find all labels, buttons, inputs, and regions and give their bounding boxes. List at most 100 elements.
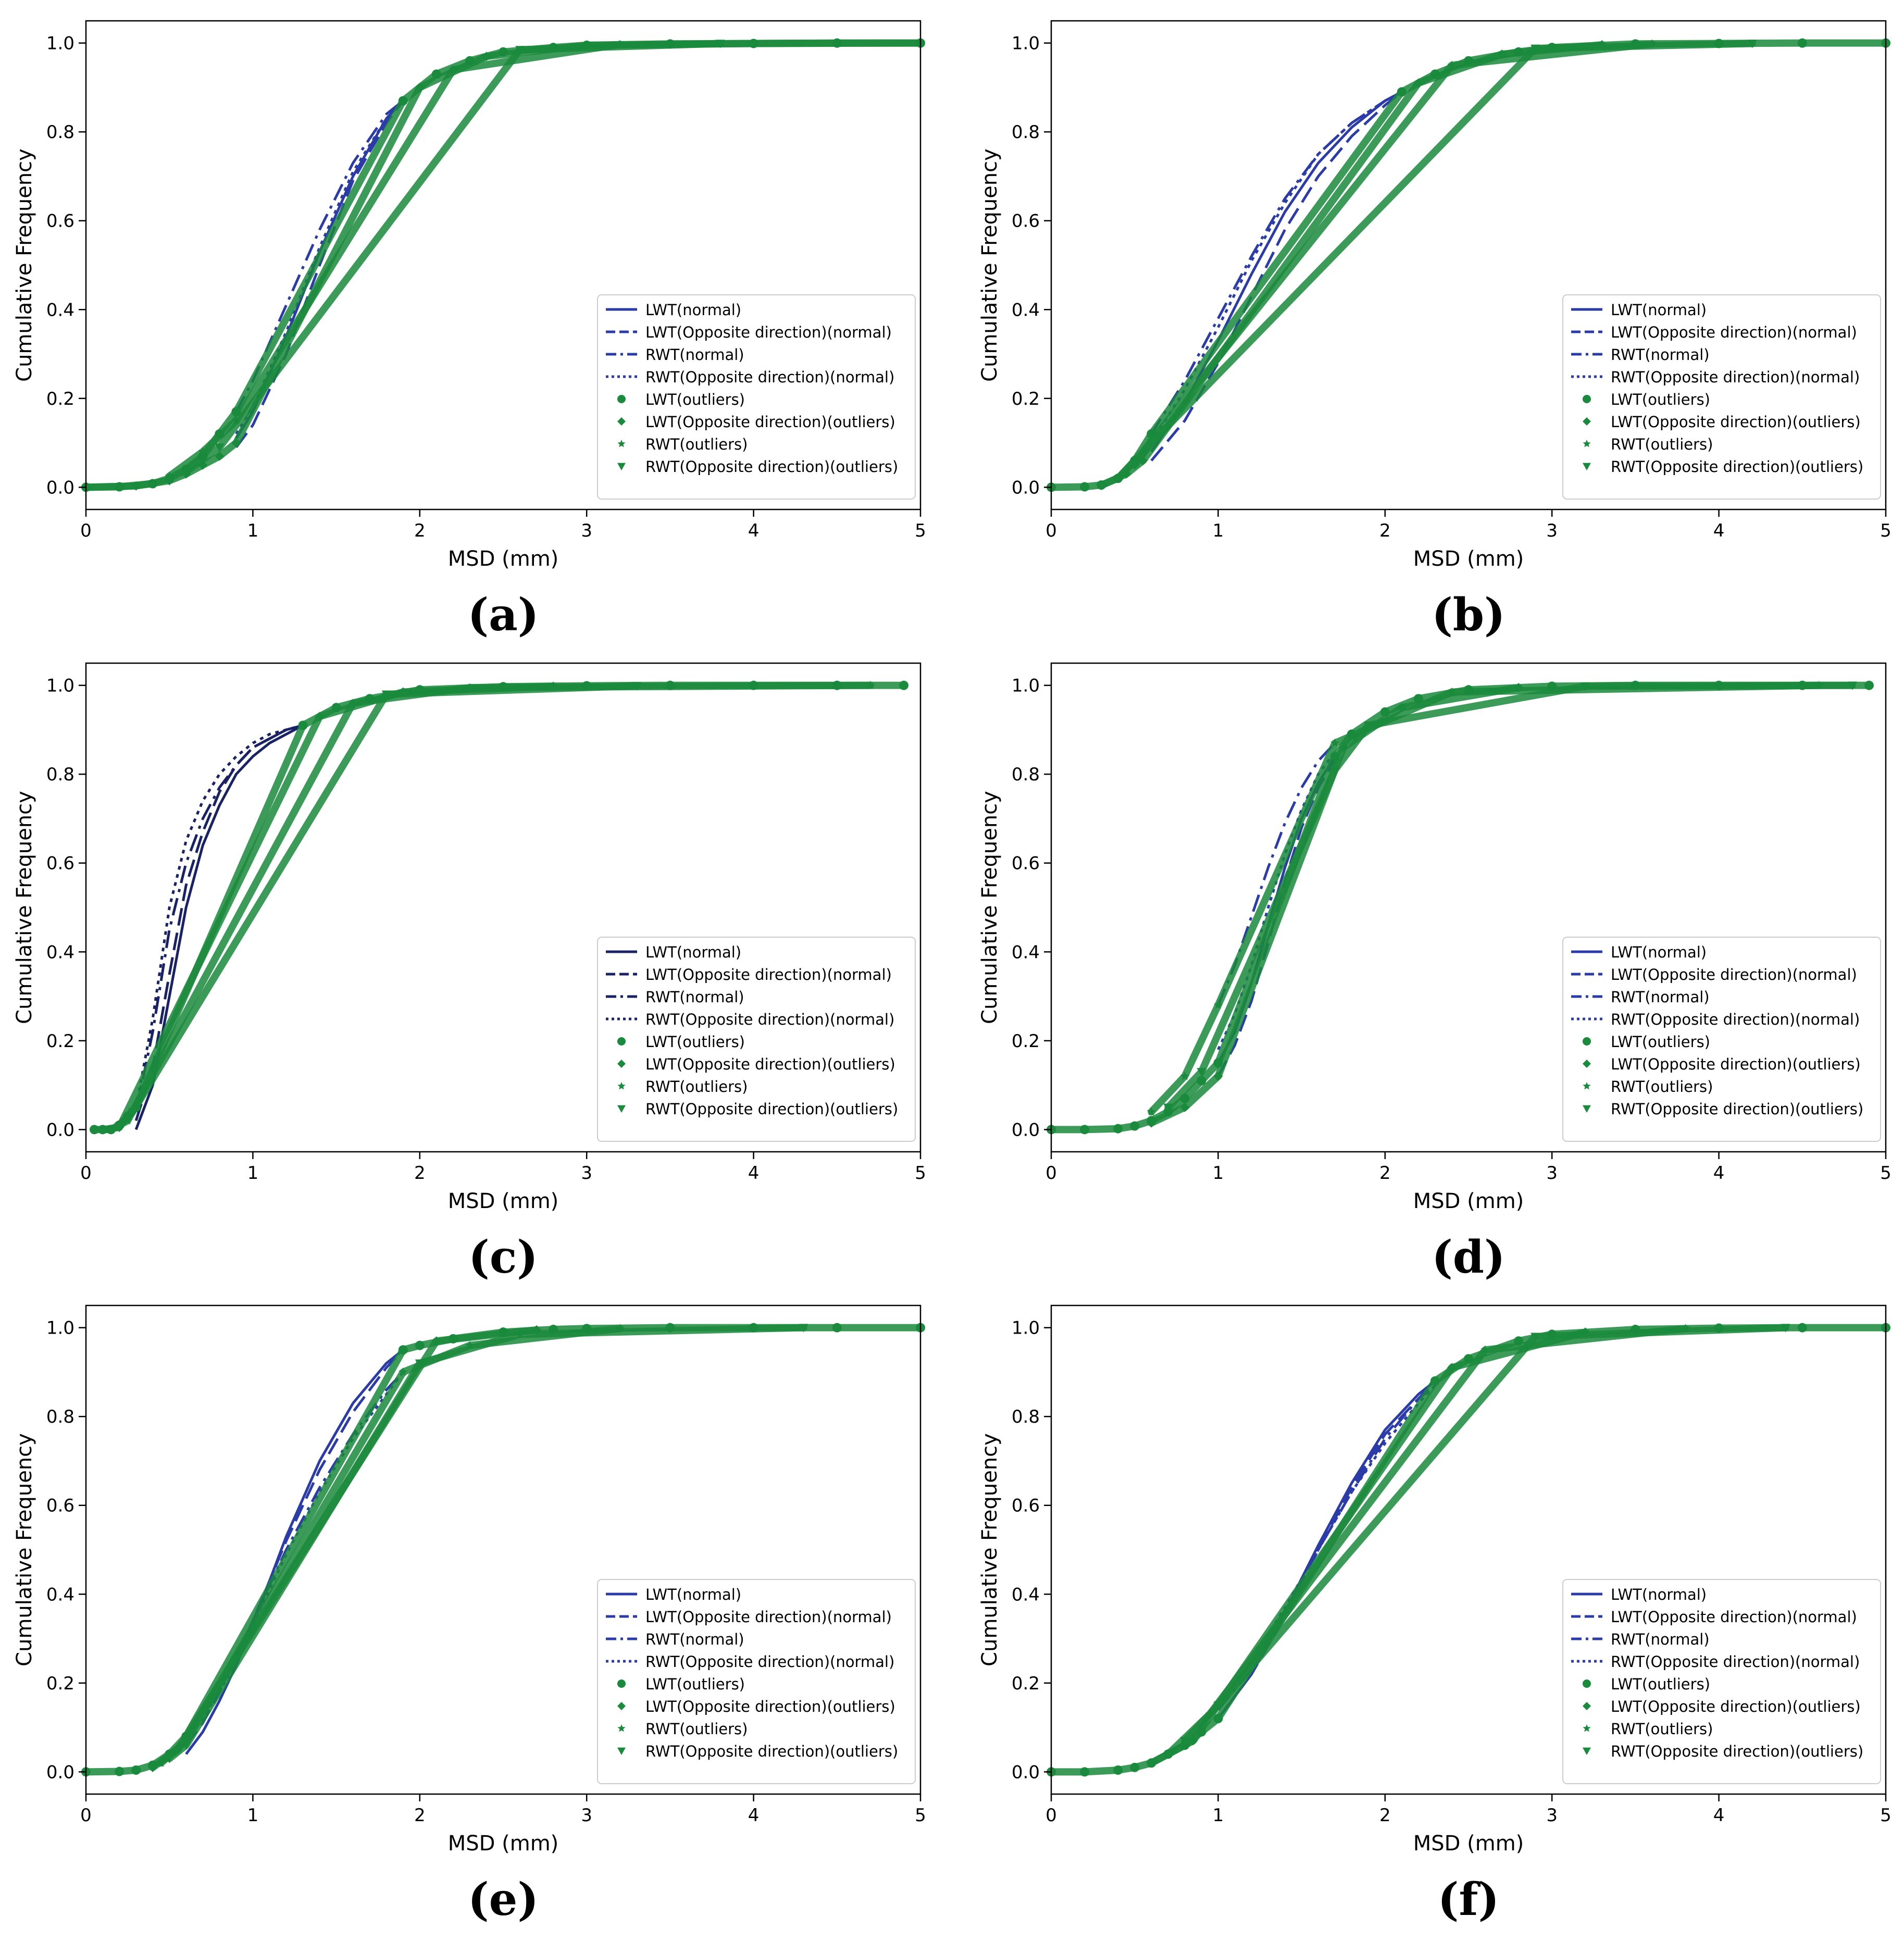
legend-label: LWT(normal) xyxy=(1611,1586,1707,1603)
outlier-point xyxy=(1097,480,1106,490)
outlier-point xyxy=(1080,1767,1090,1777)
axes-frame xyxy=(1050,1304,1887,1795)
legend-label: RWT(outliers) xyxy=(645,1078,748,1096)
x-tick-label: 1 xyxy=(1213,1805,1224,1826)
legend-label: RWT(Opposite direction)(normal) xyxy=(645,368,894,386)
x-axis-label: MSD (mm) xyxy=(448,547,559,571)
y-tick-label: 0.6 xyxy=(46,853,74,874)
legend-marker xyxy=(1583,463,1591,470)
legend-box xyxy=(1562,1579,1881,1784)
x-tick-label: 5 xyxy=(1880,520,1891,541)
outlier-band-6 xyxy=(157,1325,624,1767)
legend-label: LWT(outliers) xyxy=(1611,391,1710,408)
series-line-2 xyxy=(1217,742,1336,1006)
y-tick-label: 0.2 xyxy=(1012,1673,1040,1694)
x-tick-label: 2 xyxy=(1379,520,1391,541)
y-tick-label: 1.0 xyxy=(1012,33,1040,54)
outlier-point xyxy=(1113,1124,1123,1134)
y-tick-label: 0.8 xyxy=(1012,122,1040,143)
legend-label: RWT(Opposite direction)(outliers) xyxy=(1611,458,1863,476)
x-tick-label: 3 xyxy=(1546,1163,1558,1184)
legend: LWT(normal) LWT(Opposite direction)(norma… xyxy=(597,937,916,1142)
outlier-point xyxy=(1480,1345,1490,1354)
axes-frame xyxy=(85,662,922,1153)
y-tick-label: 0.0 xyxy=(46,1762,74,1783)
outlier-point xyxy=(165,1755,175,1763)
legend-label: LWT(normal) xyxy=(1611,301,1707,319)
legend-label: LWT(Opposite direction)(outliers) xyxy=(645,1055,895,1073)
legend-marker xyxy=(1583,395,1591,403)
x-axis-label: MSD (mm) xyxy=(448,1189,559,1213)
y-tick-label: 1.0 xyxy=(1012,1318,1040,1339)
chart-panel-a: 0 1 2 3 4 5 0.0 0.2 0.4 0.6 0.8 1.0 MSD (mm) Cumulati… xyxy=(13,20,926,641)
series-line-1 xyxy=(235,99,404,449)
x-tick-label: 5 xyxy=(915,1805,926,1826)
outlier-point xyxy=(799,1324,808,1333)
outlier-point xyxy=(449,65,458,74)
legend-marker xyxy=(617,1082,626,1090)
legend: LWT(normal) LWT(Opposite direction)(norma… xyxy=(1562,294,1881,500)
plot-area xyxy=(1047,1323,1890,1777)
chart-panel-d: 0 1 2 3 4 5 0.0 0.2 0.4 0.6 0.8 1.0 MSD (mm) Cumulati… xyxy=(978,662,1891,1284)
legend-label: LWT(outliers) xyxy=(1611,1033,1710,1051)
legend-marker xyxy=(617,1060,626,1068)
series-line-1 xyxy=(1150,91,1403,462)
outlier-point xyxy=(1147,1107,1156,1116)
legend-label: LWT(Opposite direction)(normal) xyxy=(645,966,892,984)
legend-marker xyxy=(1583,1679,1591,1688)
outlier-point xyxy=(515,46,525,55)
x-tick-label: 0 xyxy=(80,520,92,541)
legend-label: RWT(Opposite direction)(normal) xyxy=(645,1653,894,1671)
outlier-point xyxy=(1447,60,1457,69)
legend-marker xyxy=(1583,440,1591,447)
x-tick-label: 0 xyxy=(1046,520,1057,541)
chart-panel-e: 0 1 2 3 4 5 0.0 0.2 0.4 0.6 0.8 1.0 MSD (mm) Cumulati… xyxy=(13,1304,926,1926)
legend-label: LWT(Opposite direction)(normal) xyxy=(645,324,892,341)
outlier-point xyxy=(415,1340,425,1350)
legend-marker xyxy=(1583,1060,1591,1068)
x-tick-label: 5 xyxy=(1880,1163,1891,1184)
x-tick-label: 0 xyxy=(80,1163,92,1184)
legend-label: RWT(normal) xyxy=(645,346,744,364)
outlier-point xyxy=(315,712,325,721)
outlier-point xyxy=(899,680,909,690)
x-tick-label: 3 xyxy=(581,1163,592,1184)
legend-label: RWT(normal) xyxy=(1611,1631,1710,1648)
series-line-3 xyxy=(235,99,404,435)
y-tick-label: 0.2 xyxy=(46,389,74,409)
y-tick-label: 1.0 xyxy=(46,1318,74,1339)
legend-marker xyxy=(1583,1105,1591,1113)
legend-box xyxy=(597,1579,916,1784)
panel-caption: (e) xyxy=(468,1873,539,1926)
outlier-point xyxy=(866,680,875,689)
outlier-point xyxy=(1847,681,1857,690)
y-tick-label: 0.8 xyxy=(46,122,74,143)
legend-label: RWT(normal) xyxy=(645,988,744,1006)
outlier-point xyxy=(1180,1102,1190,1112)
x-tick-label: 2 xyxy=(414,1163,426,1184)
y-tick-label: 0.6 xyxy=(1012,1496,1040,1516)
y-tick-label: 0.4 xyxy=(46,942,74,963)
outlier-point xyxy=(1864,680,1874,690)
outlier-point xyxy=(115,1766,125,1776)
legend-marker xyxy=(1583,1037,1591,1046)
plot-area xyxy=(81,38,925,492)
outlier-band-6 xyxy=(1148,681,1823,1116)
legend-label: RWT(Opposite direction)(outliers) xyxy=(645,1743,898,1760)
legend-label: RWT(Opposite direction)(normal) xyxy=(645,1011,894,1028)
legend-marker xyxy=(1583,1747,1591,1755)
legend-label: LWT(Opposite direction)(normal) xyxy=(1611,1608,1857,1626)
outlier-point xyxy=(632,682,642,691)
outlier-point xyxy=(1130,1121,1140,1131)
legend-label: RWT(normal) xyxy=(645,1631,744,1648)
legend-label: RWT(outliers) xyxy=(1611,1720,1713,1738)
legend-label: RWT(normal) xyxy=(1611,988,1710,1006)
legend-label: RWT(outliers) xyxy=(645,1720,748,1738)
y-axis-label: Cumulative Frequency xyxy=(978,148,1002,382)
y-tick-label: 0.8 xyxy=(46,764,74,785)
panel-caption: (f) xyxy=(1438,1873,1499,1926)
axes-frame xyxy=(85,1304,922,1795)
y-tick-label: 1.0 xyxy=(46,676,74,696)
outlier-point xyxy=(1747,40,1757,48)
series-line-2 xyxy=(134,724,304,1112)
